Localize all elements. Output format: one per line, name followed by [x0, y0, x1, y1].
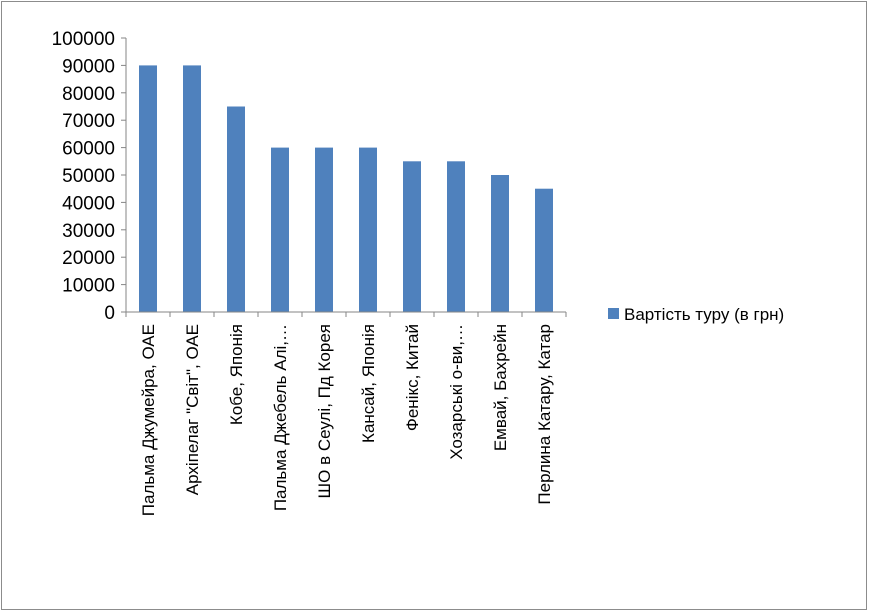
- bar: [183, 65, 201, 313]
- x-category-label: Фенікс, Китай: [403, 324, 422, 431]
- y-tick-label: 80000: [62, 84, 115, 105]
- y-tick-label: 30000: [62, 221, 115, 242]
- y-tick-label: 70000: [62, 111, 115, 132]
- x-category-label: Пальма Джебель Алі,…: [271, 324, 290, 511]
- bar: [359, 147, 377, 312]
- x-category-label: Архіпелаг "Світ", ОАЕ: [183, 324, 202, 495]
- legend: Вартість туру (в грн): [608, 305, 784, 324]
- x-category-label: Емвай, Бахрейн: [491, 324, 510, 451]
- y-tick-label: 0: [104, 303, 115, 324]
- y-tick-label: 10000: [62, 276, 115, 297]
- bars: [139, 65, 553, 313]
- bar: [403, 161, 421, 312]
- x-category-label: Пальма Джумейра, ОАЕ: [139, 324, 158, 516]
- bar: [271, 147, 289, 312]
- bar: [535, 188, 553, 312]
- y-tick-label: 90000: [62, 56, 115, 77]
- y-tick-label: 20000: [62, 248, 115, 269]
- x-category-label: ШО в Сеулі, Пд Корея: [315, 324, 334, 498]
- x-category-label: Кобе, Японія: [227, 324, 246, 425]
- legend-label: Вартість туру (в грн): [624, 305, 784, 324]
- bar: [491, 175, 509, 312]
- bar: [447, 161, 465, 312]
- legend-swatch: [608, 308, 619, 319]
- x-category-label: Кансай, Японія: [359, 324, 378, 443]
- axes: [125, 38, 567, 317]
- x-category-label: Перлина Катару, Катар: [535, 324, 554, 505]
- y-axis-ticks: 0 10000 20000 30000 40000 50000 60000 70000 8000…: [52, 29, 126, 324]
- y-tick-label: 40000: [62, 193, 115, 214]
- bar: [315, 147, 333, 312]
- y-tick-label: 50000: [62, 166, 115, 187]
- bar: [139, 65, 157, 313]
- y-tick-label: 100000: [52, 29, 115, 50]
- bar: [227, 106, 245, 312]
- y-tick-label: 60000: [62, 139, 115, 160]
- x-category-label: Хозарські о-ви,…: [447, 324, 466, 460]
- x-axis-labels: Пальма Джумейра, ОАЕ Архіпелаг "Світ", ОА…: [139, 324, 554, 516]
